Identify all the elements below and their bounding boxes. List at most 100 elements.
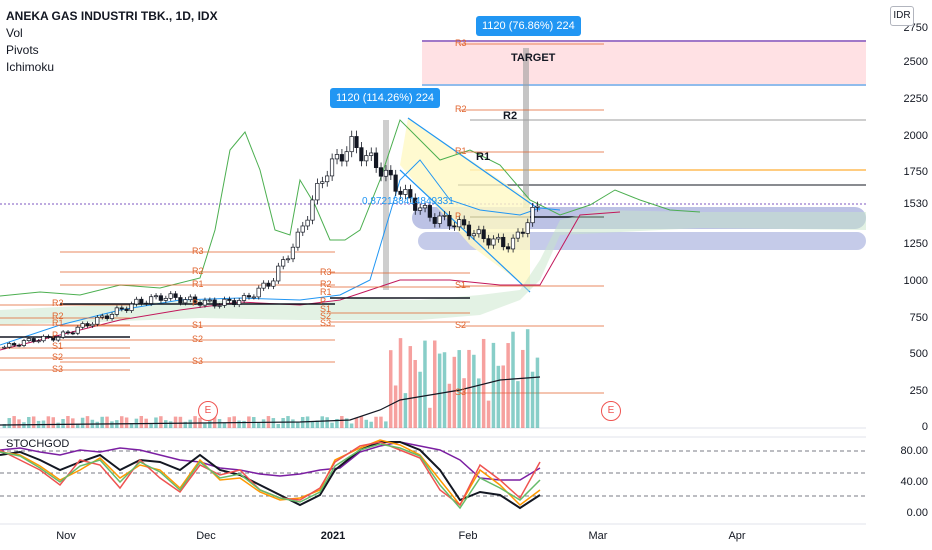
volume-bar <box>496 365 501 428</box>
price-axis[interactable]: 2750 2500 2250 2000 1750 1530 1250 1000 … <box>866 0 932 550</box>
volume-bar <box>100 416 104 428</box>
volume-bar <box>164 420 168 428</box>
candle <box>471 233 476 237</box>
volume-bar <box>511 331 515 428</box>
measure-badge-left[interactable]: 1120 (114.26%) 224 <box>330 88 441 108</box>
volume-bar <box>364 419 369 428</box>
currency-button[interactable]: IDR <box>890 6 914 26</box>
candle <box>158 295 163 301</box>
candle <box>46 335 51 338</box>
volume-bar <box>46 416 51 428</box>
stoch-label: 40.00 <box>900 476 928 488</box>
candle <box>26 338 31 341</box>
volume-bar <box>242 420 246 428</box>
volume-bar <box>71 418 75 428</box>
earnings-marker[interactable]: E <box>601 401 621 421</box>
pivot-s3: S3 <box>455 387 467 397</box>
volume-bar <box>296 422 300 428</box>
time-label: Mar <box>588 530 608 542</box>
legend-vol[interactable]: Vol <box>6 26 23 40</box>
candle <box>227 298 232 301</box>
candle <box>188 296 193 300</box>
pivot-r2: R2 <box>455 104 467 114</box>
candle <box>442 214 447 217</box>
candle <box>124 308 129 311</box>
candle <box>75 326 80 334</box>
price-chart[interactable] <box>0 0 866 550</box>
candle <box>393 174 398 192</box>
pivot-s2: S2 <box>52 352 64 362</box>
volume-bar <box>501 365 505 428</box>
candle <box>207 299 212 302</box>
volume-bar <box>105 416 109 428</box>
candle <box>60 331 66 338</box>
candle <box>520 231 525 234</box>
legend-ichimoku[interactable]: Ichimoku <box>6 60 55 74</box>
pivot-r3: R3 <box>320 267 332 277</box>
volume-bar <box>203 423 207 428</box>
candle <box>7 343 12 348</box>
volume-bar <box>413 359 417 428</box>
candle <box>403 189 408 195</box>
volume-bar <box>276 423 280 428</box>
volume-bar <box>80 417 85 428</box>
candle <box>237 300 242 306</box>
volume-bar <box>437 353 442 428</box>
candle <box>325 175 330 183</box>
volume-bar <box>374 416 378 428</box>
volume-bar <box>452 356 457 428</box>
candle <box>109 314 115 319</box>
candle <box>315 183 320 201</box>
volume-bar <box>56 422 60 428</box>
candle <box>70 332 75 335</box>
candle <box>104 315 110 319</box>
candle <box>334 154 340 160</box>
stoch-indicator-label[interactable]: STOCHGOD <box>6 438 70 450</box>
candle <box>486 238 491 246</box>
chart-legend: ANEKA GAS INDUSTRI TBK., 1D, IDX Vol Piv… <box>6 8 218 76</box>
volume-bar <box>315 420 320 428</box>
candle <box>31 338 36 342</box>
candle <box>114 307 119 315</box>
earnings-marker[interactable]: E <box>198 401 218 421</box>
pivot-p: P <box>52 330 59 340</box>
price-label: 750 <box>909 312 928 324</box>
candle <box>217 305 222 307</box>
pivot-r2: R2 <box>52 311 64 321</box>
candle <box>129 303 134 311</box>
candle <box>476 229 481 235</box>
symbol-title[interactable]: ANEKA GAS INDUSTRI TBK., 1D, IDX <box>6 9 218 23</box>
time-label: Feb <box>458 530 478 542</box>
pivot-r3: R3 <box>52 298 64 308</box>
pivot-r1: R1 <box>192 279 204 289</box>
volume-bar <box>506 343 510 428</box>
candle <box>349 136 354 153</box>
volume-bar <box>388 350 393 428</box>
volume-bar <box>428 407 432 428</box>
volume-bar <box>12 416 16 428</box>
volume-bar <box>217 419 222 428</box>
candle <box>281 259 286 267</box>
candle <box>290 246 296 260</box>
volume-bar <box>521 349 525 428</box>
candle <box>525 222 530 234</box>
measure-badge-upper[interactable]: 1120 (76.86%) 224 <box>476 16 581 36</box>
candle <box>417 207 423 211</box>
volume-bar <box>212 416 217 428</box>
volume-bar <box>271 418 276 428</box>
volume-bar <box>183 421 188 428</box>
candle <box>466 224 472 237</box>
candle <box>65 331 71 334</box>
candle <box>144 302 149 305</box>
candle <box>197 302 203 306</box>
volume-bar <box>525 329 530 428</box>
volume-bar <box>393 385 398 428</box>
volume-bar <box>344 418 349 428</box>
target-bar <box>523 48 529 208</box>
legend-pivots[interactable]: Pivots <box>6 43 39 57</box>
volume-bar <box>139 416 144 428</box>
price-label: 250 <box>909 385 928 397</box>
volume-bar <box>85 416 90 428</box>
pivot-s2: S2 <box>320 311 332 321</box>
price-label: 1530 <box>903 198 928 210</box>
